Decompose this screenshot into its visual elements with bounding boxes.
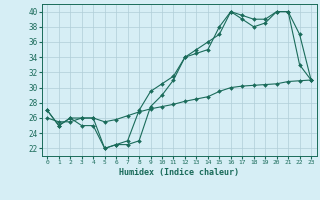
X-axis label: Humidex (Indice chaleur): Humidex (Indice chaleur): [119, 168, 239, 177]
